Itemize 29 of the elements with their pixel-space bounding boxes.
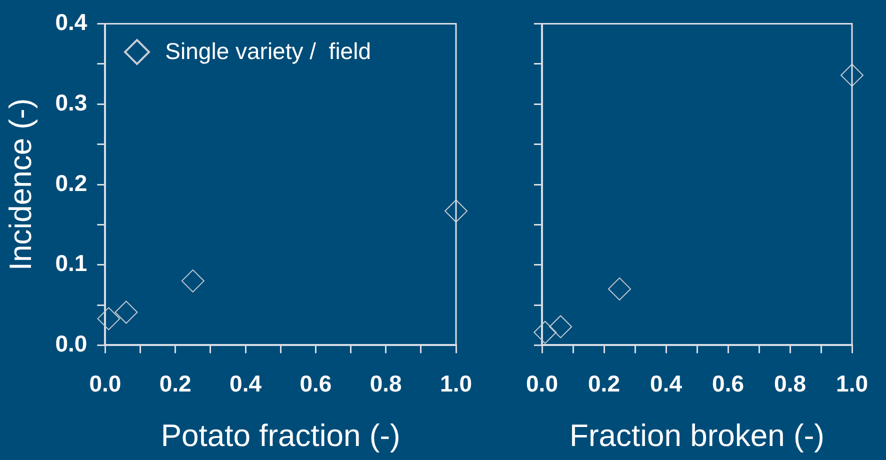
x-tick-label: 0.8	[774, 370, 806, 396]
point	[114, 300, 138, 324]
y-tick-label: 0.3	[55, 89, 88, 116]
point	[97, 307, 120, 330]
x-tick-label: 0.4	[650, 370, 682, 396]
y-axis-title: Incidence (-)	[3, 98, 38, 271]
point	[444, 200, 468, 223]
y-tick-label: 0.4	[55, 9, 88, 36]
x-tick-label: 0.6	[300, 370, 332, 396]
point	[840, 64, 864, 87]
x-tick-label: 0.6	[712, 370, 744, 396]
point	[549, 315, 572, 338]
x-tick-label: 0.4	[230, 370, 262, 396]
point	[608, 277, 632, 300]
x-tick-label: 0.8	[370, 370, 402, 396]
x-tick-label: 0.0	[526, 370, 558, 396]
x-tick-label: 0.2	[588, 370, 620, 396]
y-tick-label: 0.2	[55, 170, 88, 196]
x-axis-title: Potato fraction (-)	[160, 418, 400, 453]
x-tick-label: 0.2	[159, 370, 192, 396]
y-tick-label: 0.1	[55, 250, 88, 276]
y-tick-label: 0.0	[55, 330, 88, 357]
legend-label: Single variety / field	[165, 38, 371, 66]
x-tick-label: 1.0	[836, 370, 868, 396]
point	[534, 320, 557, 344]
point	[181, 269, 204, 292]
x-tick-label: 1.0	[440, 370, 472, 396]
x-tick-label: 0.0	[89, 370, 122, 396]
x-axis-title: Fraction broken (-)	[570, 418, 824, 453]
